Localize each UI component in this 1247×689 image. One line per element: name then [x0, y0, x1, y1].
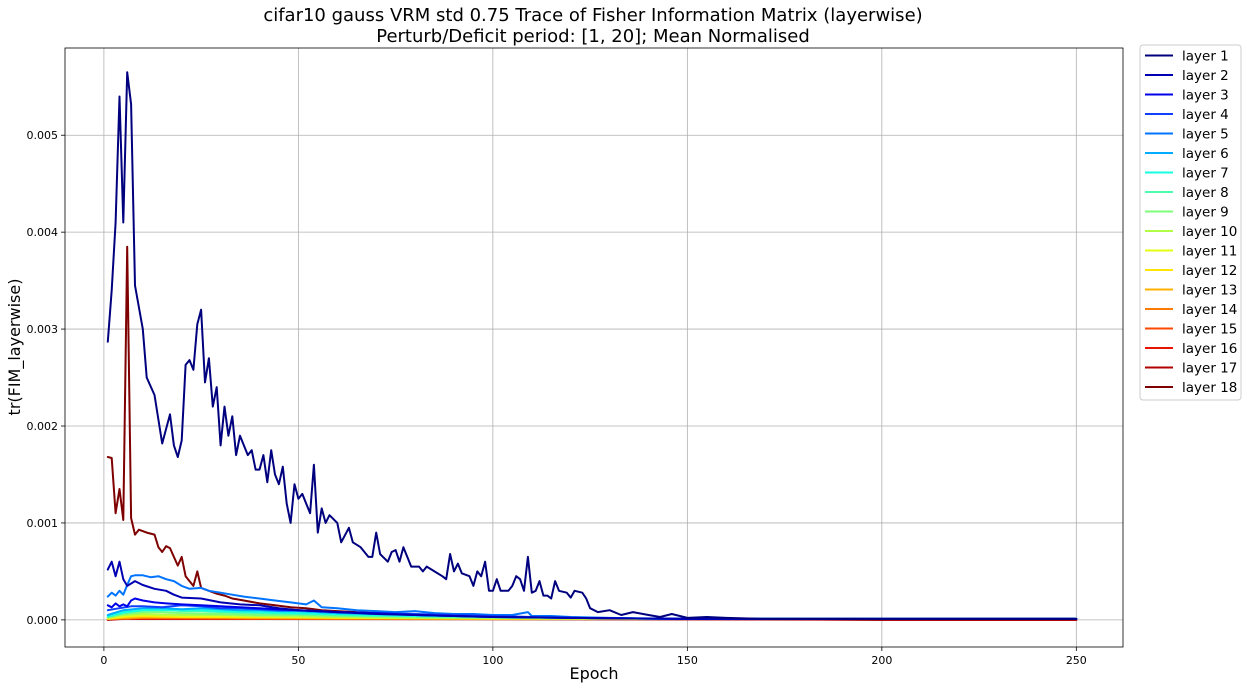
- legend-label: layer 8: [1182, 185, 1229, 201]
- legend-item: layer 11: [1145, 244, 1237, 260]
- series-line-layer-2: [106, 560, 1078, 620]
- y-tick-label: 0.005: [27, 129, 59, 142]
- x-tick-label: 150: [677, 654, 698, 667]
- legend-label: layer 13: [1182, 283, 1237, 299]
- legend-label: layer 7: [1182, 166, 1229, 182]
- y-tick-label: 0.003: [27, 323, 59, 336]
- chart-title: cifar10 gauss VRM std 0.75 Trace of Fish…: [263, 5, 922, 26]
- legend-item: layer 4: [1145, 107, 1229, 123]
- legend-label: layer 5: [1182, 127, 1229, 143]
- x-tick-label: 50: [291, 654, 305, 667]
- legend-item: layer 14: [1145, 302, 1237, 318]
- legend-label: layer 11: [1182, 244, 1237, 260]
- legend-item: layer 3: [1145, 88, 1229, 104]
- y-tick-label: 0.004: [27, 226, 59, 239]
- legend-label: layer 16: [1182, 341, 1237, 357]
- legend-label: layer 2: [1182, 68, 1229, 84]
- legend-label: layer 15: [1182, 322, 1237, 338]
- x-tick-label: 0: [100, 654, 107, 667]
- legend-item: layer 18: [1145, 380, 1237, 396]
- legend-item: layer 1: [1145, 49, 1229, 65]
- legend-label: layer 9: [1182, 205, 1229, 221]
- series-line-layer-1: [106, 71, 1078, 620]
- legend-item: layer 10: [1145, 224, 1237, 240]
- y-tick-label: 0.002: [27, 420, 59, 433]
- series-line-layer-5: [106, 574, 1078, 620]
- legend-item: layer 16: [1145, 341, 1237, 357]
- legend-item: layer 17: [1145, 361, 1237, 377]
- legend-item: layer 6: [1145, 146, 1229, 162]
- legend-label: layer 3: [1182, 88, 1229, 104]
- legend-item: layer 15: [1145, 322, 1237, 338]
- legend-label: layer 17: [1182, 361, 1237, 377]
- legend-item: layer 9: [1145, 205, 1229, 221]
- y-tick-label: 0.000: [27, 614, 59, 627]
- legend-label: layer 6: [1182, 146, 1229, 162]
- ticks: 0 50 100 150 200 250 0.000 0.001 0.002 0.003 0.004…: [27, 129, 1087, 667]
- legend-item: layer 12: [1145, 263, 1237, 279]
- legend-label: layer 4: [1182, 107, 1229, 123]
- x-tick-label: 250: [1066, 654, 1087, 667]
- y-tick-label: 0.001: [27, 517, 59, 530]
- legend-label: layer 18: [1182, 380, 1237, 396]
- legend-item: layer 2: [1145, 68, 1229, 84]
- series-lines: [106, 71, 1078, 621]
- legend-item: layer 5: [1145, 127, 1229, 143]
- plot-frame: [64, 47, 1124, 648]
- legend-item: layer 7: [1145, 166, 1229, 182]
- x-tick-label: 200: [871, 654, 892, 667]
- legend-label: layer 10: [1182, 224, 1237, 240]
- chart-subtitle: Perturb/Deficit period: [1, 20]; Mean No…: [376, 26, 810, 47]
- legend: layer 1 layer 2 layer 3 layer 4 layer 5 layer…: [1139, 44, 1242, 401]
- legend-label: layer 1: [1182, 49, 1229, 65]
- x-axis-title: Epoch: [570, 664, 619, 683]
- legend-item: layer 8: [1145, 185, 1229, 201]
- legend-item: layer 13: [1145, 283, 1237, 299]
- legend-label: layer 12: [1182, 263, 1237, 279]
- legend-label: layer 14: [1182, 302, 1237, 318]
- y-axis-title: tr(FIM_layerwise): [5, 279, 25, 416]
- x-tick-label: 100: [482, 654, 503, 667]
